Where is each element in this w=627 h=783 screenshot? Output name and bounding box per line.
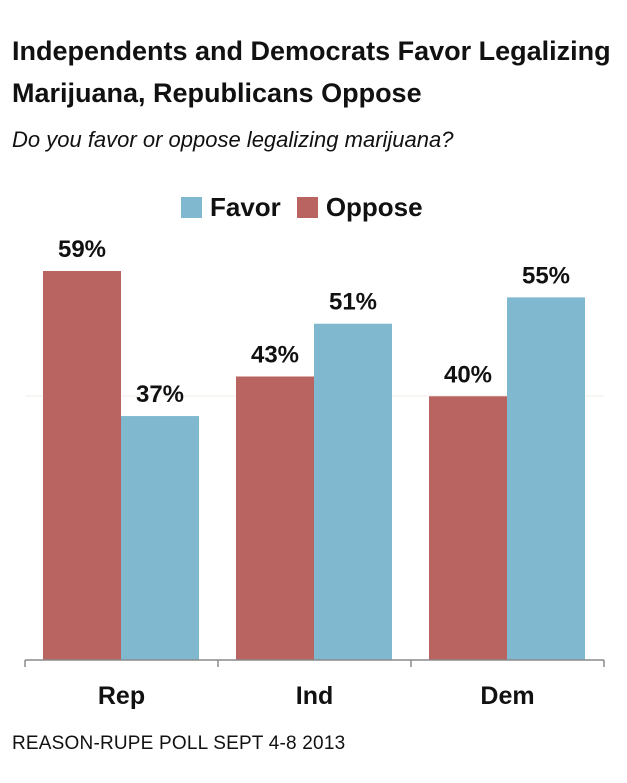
legend-swatch-favor	[181, 196, 202, 218]
legend-item-oppose: Oppose	[296, 191, 423, 223]
data-label-favor-dem: 55%	[522, 262, 570, 289]
data-label-favor-rep: 37%	[136, 381, 184, 408]
bar-favor-dem	[507, 297, 585, 660]
legend-item-favor: Favor	[181, 192, 281, 223]
legend-swatch-oppose	[296, 196, 318, 218]
legend: Favor Oppose	[181, 187, 439, 227]
bar-oppose-rep	[43, 271, 121, 660]
data-label-oppose-ind: 43%	[251, 341, 299, 368]
category-label-rep: Rep	[98, 682, 145, 710]
category-label-dem: Dem	[480, 682, 534, 710]
legend-label-favor: Favor	[210, 191, 281, 222]
chart-subtitle: Do you favor or oppose legalizing mariju…	[12, 127, 454, 152]
bar-oppose-ind	[236, 376, 314, 660]
chart-title: Independents and Democrats Favor Legaliz…	[12, 36, 611, 108]
category-label-ind: Ind	[296, 682, 334, 710]
data-label-favor-ind: 51%	[329, 289, 377, 316]
bar-oppose-dem	[429, 396, 507, 660]
bar-favor-ind	[314, 323, 392, 660]
data-label-oppose-rep: 59%	[58, 236, 106, 263]
bar-favor-rep	[121, 416, 199, 660]
source-note: REASON-RUPE POLL SEPT 4-8 2013	[12, 733, 346, 754]
data-label-oppose-dem: 40%	[444, 361, 492, 388]
legend-label-oppose: Oppose	[325, 191, 423, 222]
